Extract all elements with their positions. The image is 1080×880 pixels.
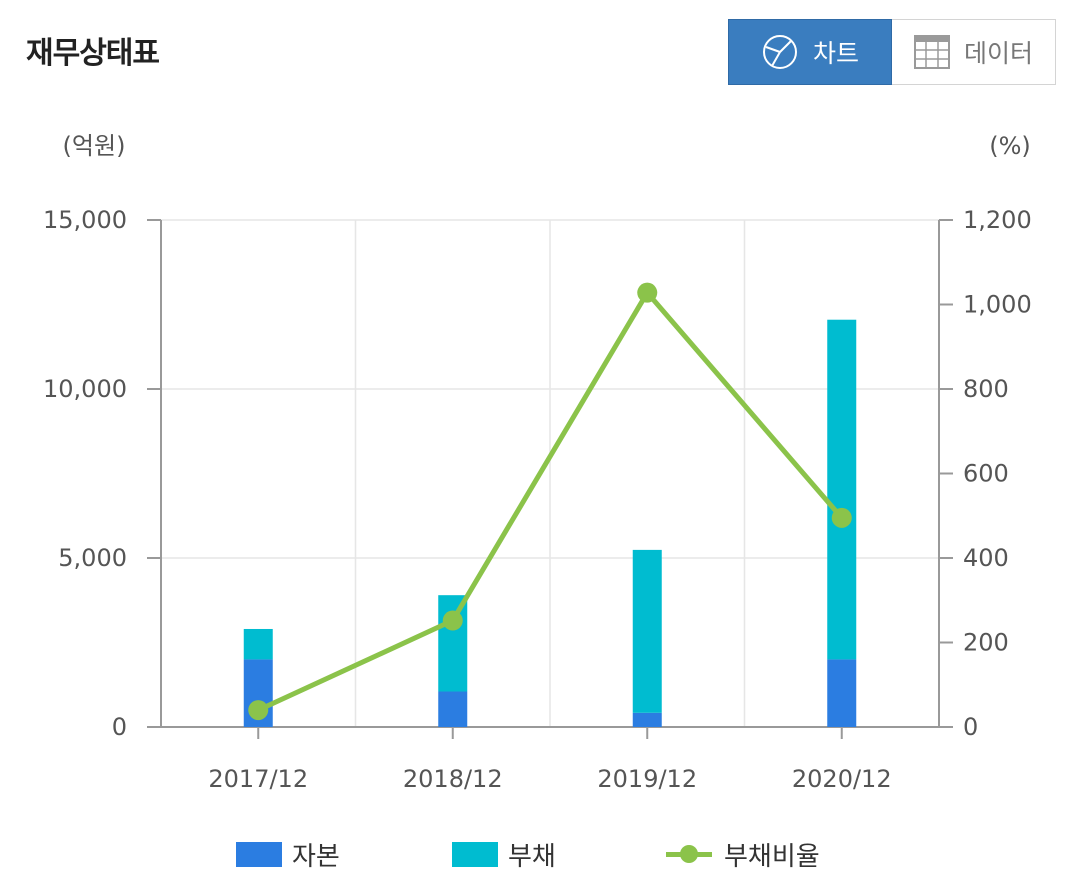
right-tick-label: 600 [963, 460, 1009, 488]
legend-swatch-liabilities [452, 841, 498, 867]
legend-label-debt-ratio: 부채비율 [724, 841, 820, 872]
legend-swatch-equity [236, 841, 282, 867]
table-grid-icon [913, 35, 950, 69]
x-tick-label: 2018/12 [403, 765, 503, 793]
legend-item-debt-ratio[interactable]: 부채비율 [666, 832, 820, 876]
bar-equity [632, 712, 662, 727]
right-tick-label: 1,000 [963, 291, 1032, 319]
chart-view-button[interactable]: 차트 [728, 19, 892, 85]
right-axis-unit-label: (%) [989, 132, 1031, 160]
bar-liabilities [243, 628, 273, 660]
debt-ratio-point [831, 507, 852, 528]
left-tick-label: 10,000 [43, 375, 127, 403]
pie-chart-icon [761, 33, 799, 71]
debt-ratio-point [248, 700, 269, 721]
bar-liabilities [632, 549, 662, 713]
bar-equity [827, 659, 857, 727]
legend: 자본 부채 부채비율 [0, 832, 1080, 876]
legend-item-liabilities[interactable]: 부채 [452, 832, 556, 876]
chart-area: 0 5,000 10,000 15,000 0 200 400 600 800 1,000 1,20… [43, 132, 1032, 793]
page-title: 재무상태표 [26, 36, 160, 71]
x-tick-label: 2020/12 [792, 765, 892, 793]
left-tick-label: 0 [112, 713, 127, 741]
legend-label-liabilities: 부채 [508, 841, 556, 872]
data-view-label: 데이터 [963, 39, 1033, 68]
legend-line-debt-ratio [666, 842, 712, 866]
legend-label-equity: 자본 [292, 841, 340, 872]
x-tick-label: 2019/12 [597, 765, 697, 793]
debt-ratio-point [442, 610, 463, 631]
left-axis-unit-label: (억원) [63, 132, 126, 160]
debt-ratio-line [257, 290, 844, 713]
bar-equity [438, 691, 468, 727]
bar-liabilities [827, 319, 857, 660]
right-tick-label: 400 [963, 544, 1009, 572]
data-view-button[interactable]: 데이터 [892, 19, 1056, 85]
right-tick-label: 1,200 [963, 206, 1032, 234]
chart-view-label: 차트 [812, 39, 859, 68]
right-tick-label: 0 [963, 713, 978, 741]
debt-ratio-point [637, 282, 658, 303]
bar-liabilities [438, 595, 468, 692]
legend-item-equity[interactable]: 자본 [236, 832, 340, 876]
x-tick-label: 2017/12 [208, 765, 308, 793]
view-toggle: 차트 데이터 [728, 19, 1056, 85]
right-tick-label: 200 [963, 629, 1009, 657]
left-tick-label: 15,000 [43, 206, 127, 234]
left-tick-label: 5,000 [58, 544, 127, 572]
right-tick-label: 800 [963, 375, 1009, 403]
